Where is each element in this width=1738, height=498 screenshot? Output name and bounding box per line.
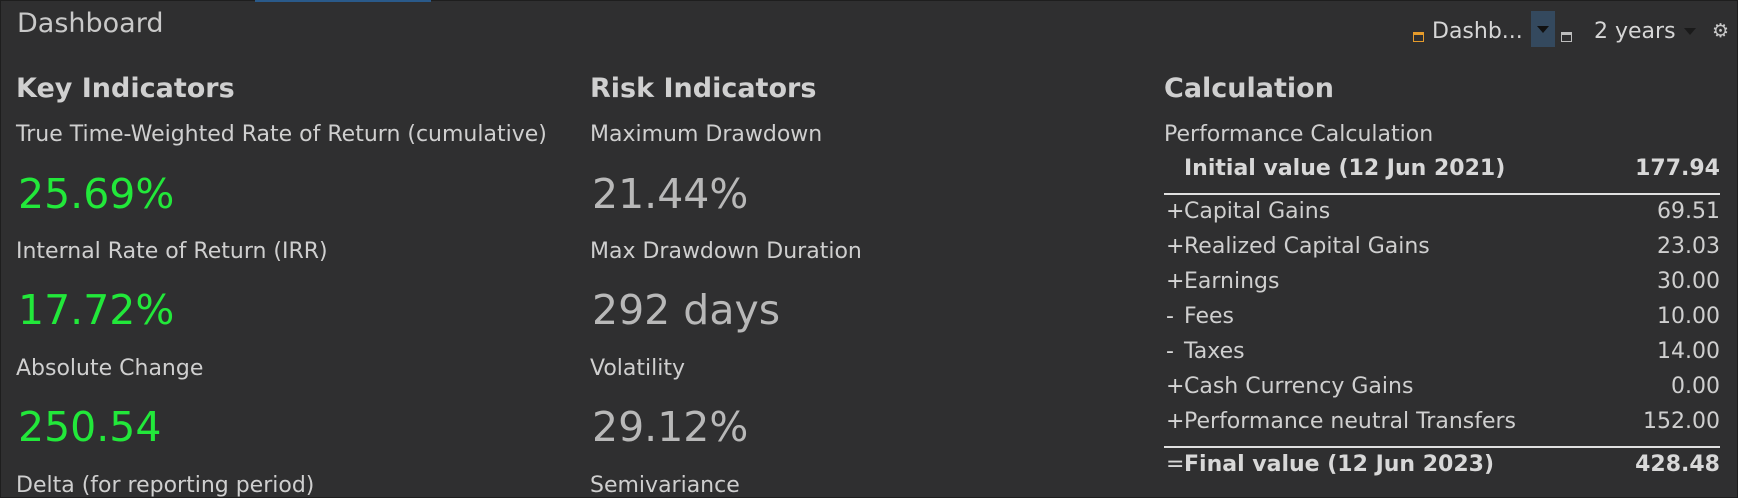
row-value: 0.00: [1671, 374, 1720, 399]
operator: +: [1166, 234, 1185, 259]
operator: =: [1166, 452, 1185, 477]
row-label: Performance neutral Transfers: [1184, 409, 1517, 434]
row-value: 14.00: [1657, 339, 1720, 364]
row-label: Realized Capital Gains: [1184, 234, 1430, 259]
row-value: 10.00: [1657, 304, 1720, 329]
divider: [1164, 193, 1720, 195]
row-label: Earnings: [1184, 269, 1280, 294]
row-value: 152.00: [1643, 409, 1720, 434]
operator: +: [1166, 269, 1185, 294]
performance-calculation-table: Initial value (12 Jun 2021) 177.94 + Cap…: [1164, 156, 1720, 487]
operator: -: [1166, 339, 1174, 364]
active-tab-indicator: [255, 0, 431, 2]
metric-value: 21.44%: [592, 170, 749, 218]
dashboard-icon[interactable]: [1413, 20, 1424, 54]
view-icon[interactable]: [1561, 20, 1572, 54]
row-label: Fees: [1184, 304, 1234, 329]
row-label: Initial value (12 Jun 2021): [1184, 156, 1506, 181]
table-row: - Taxes 14.00: [1164, 339, 1720, 374]
chevron-down-icon: [1684, 27, 1696, 35]
performance-calculation-heading: Performance Calculation: [1164, 122, 1434, 147]
period-selector[interactable]: 2 years: [1594, 18, 1676, 44]
calculation-section: Calculation Performance Calculation Init…: [1164, 70, 1724, 477]
table-row: + Realized Capital Gains 23.03: [1164, 234, 1720, 269]
row-label: Taxes: [1184, 339, 1245, 364]
risk-indicators-section: Risk Indicators Maximum Drawdown 21.44% …: [590, 70, 1135, 498]
row-value: 69.51: [1657, 199, 1720, 224]
operator: +: [1166, 374, 1185, 399]
row-value: 428.48: [1635, 452, 1720, 477]
divider: [1164, 446, 1720, 448]
metric-label: True Time-Weighted Rate of Return (cumul…: [16, 122, 547, 147]
initial-value-row: Initial value (12 Jun 2021) 177.94: [1164, 156, 1720, 191]
table-row: + Capital Gains 69.51: [1164, 199, 1720, 234]
table-row: + Cash Currency Gains 0.00: [1164, 374, 1720, 409]
metric-value: 250.54: [18, 403, 162, 451]
table-row: + Performance neutral Transfers 152.00: [1164, 409, 1720, 444]
metric-label: Absolute Change: [16, 356, 204, 381]
key-indicators-title: Key Indicators: [16, 73, 235, 104]
calculation-title: Calculation: [1164, 73, 1334, 104]
chevron-down-icon: [1537, 25, 1549, 33]
operator: +: [1166, 199, 1185, 224]
row-label: Cash Currency Gains: [1184, 374, 1414, 399]
key-indicators-section: Key Indicators True Time-Weighted Rate o…: [16, 70, 561, 498]
dashboard-dropdown-button[interactable]: [1531, 11, 1555, 47]
metric-value: 17.72%: [18, 286, 175, 334]
metric-value: 25.69%: [18, 170, 175, 218]
gear-icon[interactable]: ⚙: [1712, 20, 1730, 42]
metric-label: Volatility: [590, 356, 686, 381]
row-value: 30.00: [1657, 269, 1720, 294]
table-row: + Earnings 30.00: [1164, 269, 1720, 304]
metric-label: Internal Rate of Return (IRR): [16, 239, 328, 264]
table-row: - Fees 10.00: [1164, 304, 1720, 339]
dashboard-selector[interactable]: Dashb...: [1432, 18, 1523, 44]
row-value: 23.03: [1657, 234, 1720, 259]
metric-label: Maximum Drawdown: [590, 122, 823, 147]
page-title: Dashboard: [17, 8, 164, 39]
operator: +: [1166, 409, 1185, 434]
metric-value: 29.12%: [592, 403, 749, 451]
row-value: 177.94: [1635, 156, 1720, 181]
row-label: Capital Gains: [1184, 199, 1331, 224]
metric-label: Semivariance: [590, 473, 740, 498]
period-dropdown-button[interactable]: [1684, 14, 1696, 48]
metric-label: Max Drawdown Duration: [590, 239, 862, 264]
operator: -: [1166, 304, 1174, 329]
final-value-row: = Final value (12 Jun 2023) 428.48: [1164, 452, 1720, 487]
metric-label: Delta (for reporting period): [16, 473, 315, 498]
risk-indicators-title: Risk Indicators: [590, 73, 817, 104]
row-label: Final value (12 Jun 2023): [1184, 452, 1495, 477]
metric-value: 292 days: [592, 286, 781, 334]
